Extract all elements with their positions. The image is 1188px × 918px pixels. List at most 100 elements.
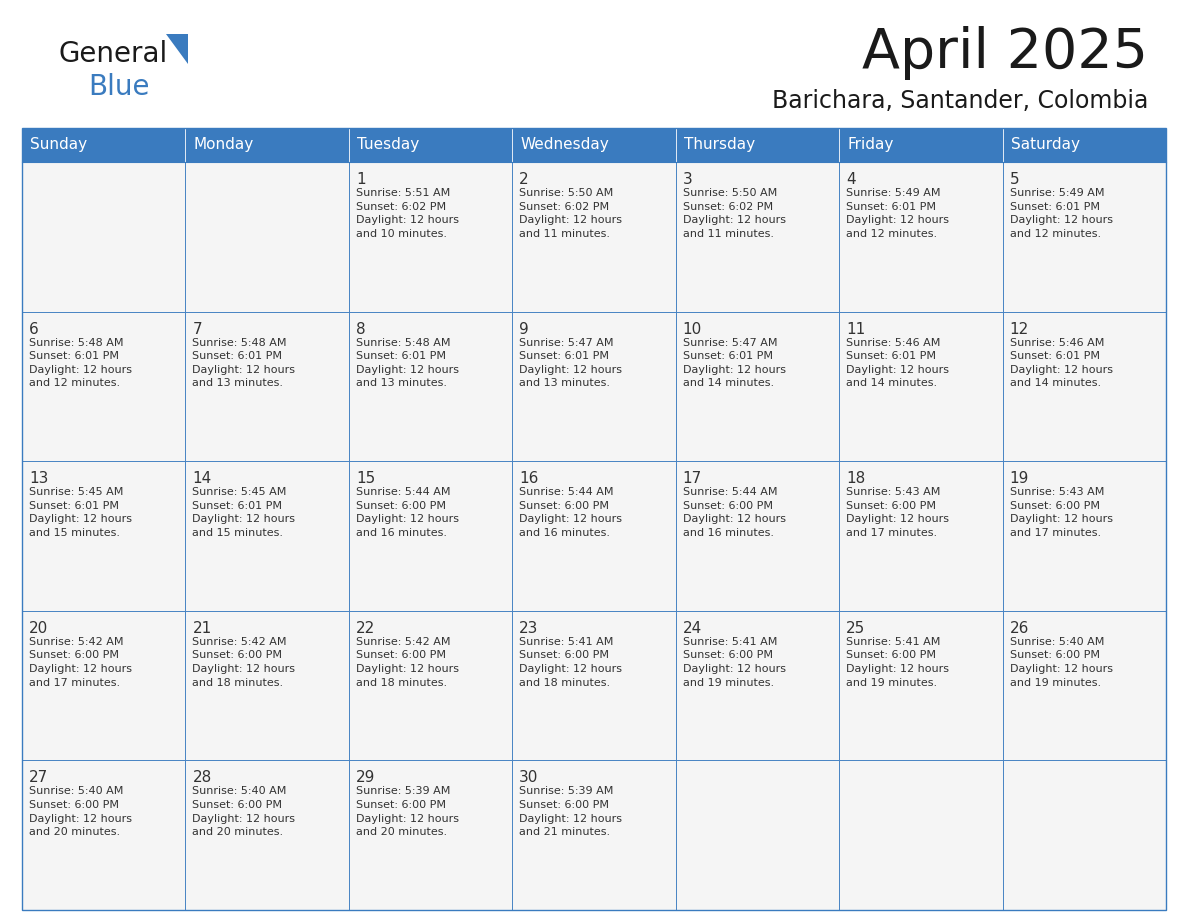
- Text: Sunrise: 5:49 AM
Sunset: 6:01 PM
Daylight: 12 hours
and 12 minutes.: Sunrise: 5:49 AM Sunset: 6:01 PM Dayligh…: [846, 188, 949, 239]
- Text: 7: 7: [192, 321, 202, 337]
- Bar: [512, 610, 676, 760]
- Text: 2: 2: [519, 172, 529, 187]
- Bar: [676, 162, 839, 311]
- Polygon shape: [166, 34, 188, 64]
- Text: 29: 29: [356, 770, 375, 786]
- Bar: [23, 461, 185, 610]
- Bar: [676, 461, 839, 610]
- Text: Sunrise: 5:41 AM
Sunset: 6:00 PM
Daylight: 12 hours
and 19 minutes.: Sunrise: 5:41 AM Sunset: 6:00 PM Dayligh…: [846, 637, 949, 688]
- Bar: [512, 311, 676, 461]
- Text: Sunday: Sunday: [30, 138, 87, 152]
- Text: Sunrise: 5:45 AM
Sunset: 6:01 PM
Daylight: 12 hours
and 15 minutes.: Sunrise: 5:45 AM Sunset: 6:01 PM Dayligh…: [192, 487, 296, 538]
- Text: Sunrise: 5:39 AM
Sunset: 6:00 PM
Daylight: 12 hours
and 20 minutes.: Sunrise: 5:39 AM Sunset: 6:00 PM Dayligh…: [356, 787, 459, 837]
- Bar: [349, 610, 512, 760]
- Text: Sunrise: 5:44 AM
Sunset: 6:00 PM
Daylight: 12 hours
and 16 minutes.: Sunrise: 5:44 AM Sunset: 6:00 PM Dayligh…: [356, 487, 459, 538]
- Text: 22: 22: [356, 621, 375, 636]
- Bar: [185, 760, 349, 910]
- Text: Blue: Blue: [88, 73, 150, 101]
- Bar: [185, 610, 349, 760]
- Text: 11: 11: [846, 321, 865, 337]
- Text: 6: 6: [29, 321, 39, 337]
- Bar: [676, 610, 839, 760]
- Text: 21: 21: [192, 621, 211, 636]
- Text: 24: 24: [683, 621, 702, 636]
- Text: Sunrise: 5:48 AM
Sunset: 6:01 PM
Daylight: 12 hours
and 13 minutes.: Sunrise: 5:48 AM Sunset: 6:01 PM Dayligh…: [356, 338, 459, 388]
- Text: 18: 18: [846, 471, 865, 487]
- Text: 8: 8: [356, 321, 366, 337]
- Text: 20: 20: [29, 621, 49, 636]
- Text: 1: 1: [356, 172, 366, 187]
- Bar: [1003, 128, 1165, 162]
- Text: Sunrise: 5:46 AM
Sunset: 6:01 PM
Daylight: 12 hours
and 14 minutes.: Sunrise: 5:46 AM Sunset: 6:01 PM Dayligh…: [846, 338, 949, 388]
- Text: Wednesday: Wednesday: [520, 138, 609, 152]
- Text: Sunrise: 5:40 AM
Sunset: 6:00 PM
Daylight: 12 hours
and 19 minutes.: Sunrise: 5:40 AM Sunset: 6:00 PM Dayligh…: [1010, 637, 1113, 688]
- Text: 16: 16: [519, 471, 538, 487]
- Bar: [23, 610, 185, 760]
- Bar: [23, 311, 185, 461]
- Text: 9: 9: [519, 321, 529, 337]
- Bar: [512, 128, 676, 162]
- Text: 10: 10: [683, 321, 702, 337]
- Bar: [23, 128, 1165, 910]
- Bar: [1003, 461, 1165, 610]
- Bar: [1003, 311, 1165, 461]
- Text: 17: 17: [683, 471, 702, 487]
- Bar: [23, 760, 185, 910]
- Bar: [185, 461, 349, 610]
- Text: 26: 26: [1010, 621, 1029, 636]
- Text: Sunrise: 5:40 AM
Sunset: 6:00 PM
Daylight: 12 hours
and 20 minutes.: Sunrise: 5:40 AM Sunset: 6:00 PM Dayligh…: [29, 787, 132, 837]
- Text: Sunrise: 5:41 AM
Sunset: 6:00 PM
Daylight: 12 hours
and 19 minutes.: Sunrise: 5:41 AM Sunset: 6:00 PM Dayligh…: [683, 637, 785, 688]
- Text: Sunrise: 5:47 AM
Sunset: 6:01 PM
Daylight: 12 hours
and 13 minutes.: Sunrise: 5:47 AM Sunset: 6:01 PM Dayligh…: [519, 338, 623, 388]
- Text: Sunrise: 5:44 AM
Sunset: 6:00 PM
Daylight: 12 hours
and 16 minutes.: Sunrise: 5:44 AM Sunset: 6:00 PM Dayligh…: [683, 487, 785, 538]
- Bar: [185, 128, 349, 162]
- Bar: [349, 461, 512, 610]
- Text: Sunrise: 5:51 AM
Sunset: 6:02 PM
Daylight: 12 hours
and 10 minutes.: Sunrise: 5:51 AM Sunset: 6:02 PM Dayligh…: [356, 188, 459, 239]
- Text: Sunrise: 5:47 AM
Sunset: 6:01 PM
Daylight: 12 hours
and 14 minutes.: Sunrise: 5:47 AM Sunset: 6:01 PM Dayligh…: [683, 338, 785, 388]
- Bar: [676, 128, 839, 162]
- Text: 27: 27: [29, 770, 49, 786]
- Bar: [839, 760, 1003, 910]
- Bar: [349, 311, 512, 461]
- Text: Sunrise: 5:50 AM
Sunset: 6:02 PM
Daylight: 12 hours
and 11 minutes.: Sunrise: 5:50 AM Sunset: 6:02 PM Dayligh…: [519, 188, 623, 239]
- Bar: [349, 162, 512, 311]
- Bar: [839, 610, 1003, 760]
- Text: Sunrise: 5:44 AM
Sunset: 6:00 PM
Daylight: 12 hours
and 16 minutes.: Sunrise: 5:44 AM Sunset: 6:00 PM Dayligh…: [519, 487, 623, 538]
- Bar: [23, 162, 185, 311]
- Text: 14: 14: [192, 471, 211, 487]
- Text: Sunrise: 5:50 AM
Sunset: 6:02 PM
Daylight: 12 hours
and 11 minutes.: Sunrise: 5:50 AM Sunset: 6:02 PM Dayligh…: [683, 188, 785, 239]
- Bar: [1003, 610, 1165, 760]
- Text: Sunrise: 5:41 AM
Sunset: 6:00 PM
Daylight: 12 hours
and 18 minutes.: Sunrise: 5:41 AM Sunset: 6:00 PM Dayligh…: [519, 637, 623, 688]
- Text: General: General: [58, 40, 168, 68]
- Text: 3: 3: [683, 172, 693, 187]
- Text: 12: 12: [1010, 321, 1029, 337]
- Bar: [185, 162, 349, 311]
- Bar: [512, 760, 676, 910]
- Text: Sunrise: 5:43 AM
Sunset: 6:00 PM
Daylight: 12 hours
and 17 minutes.: Sunrise: 5:43 AM Sunset: 6:00 PM Dayligh…: [846, 487, 949, 538]
- Text: Sunrise: 5:42 AM
Sunset: 6:00 PM
Daylight: 12 hours
and 18 minutes.: Sunrise: 5:42 AM Sunset: 6:00 PM Dayligh…: [192, 637, 296, 688]
- Text: April 2025: April 2025: [862, 26, 1148, 80]
- Bar: [676, 311, 839, 461]
- Text: 28: 28: [192, 770, 211, 786]
- Text: Sunrise: 5:49 AM
Sunset: 6:01 PM
Daylight: 12 hours
and 12 minutes.: Sunrise: 5:49 AM Sunset: 6:01 PM Dayligh…: [1010, 188, 1113, 239]
- Text: Sunrise: 5:39 AM
Sunset: 6:00 PM
Daylight: 12 hours
and 21 minutes.: Sunrise: 5:39 AM Sunset: 6:00 PM Dayligh…: [519, 787, 623, 837]
- Text: 23: 23: [519, 621, 538, 636]
- Text: Friday: Friday: [847, 138, 893, 152]
- Text: Sunrise: 5:48 AM
Sunset: 6:01 PM
Daylight: 12 hours
and 12 minutes.: Sunrise: 5:48 AM Sunset: 6:01 PM Dayligh…: [29, 338, 132, 388]
- Text: 4: 4: [846, 172, 855, 187]
- Bar: [839, 162, 1003, 311]
- Text: Sunrise: 5:42 AM
Sunset: 6:00 PM
Daylight: 12 hours
and 17 minutes.: Sunrise: 5:42 AM Sunset: 6:00 PM Dayligh…: [29, 637, 132, 688]
- Text: 15: 15: [356, 471, 375, 487]
- Bar: [839, 128, 1003, 162]
- Bar: [185, 311, 349, 461]
- Bar: [839, 311, 1003, 461]
- Bar: [1003, 760, 1165, 910]
- Text: 19: 19: [1010, 471, 1029, 487]
- Text: Barichara, Santander, Colombia: Barichara, Santander, Colombia: [772, 89, 1148, 113]
- Bar: [839, 461, 1003, 610]
- Bar: [676, 760, 839, 910]
- Text: 30: 30: [519, 770, 538, 786]
- Text: Sunrise: 5:43 AM
Sunset: 6:00 PM
Daylight: 12 hours
and 17 minutes.: Sunrise: 5:43 AM Sunset: 6:00 PM Dayligh…: [1010, 487, 1113, 538]
- Bar: [512, 461, 676, 610]
- Text: 13: 13: [29, 471, 49, 487]
- Bar: [23, 128, 185, 162]
